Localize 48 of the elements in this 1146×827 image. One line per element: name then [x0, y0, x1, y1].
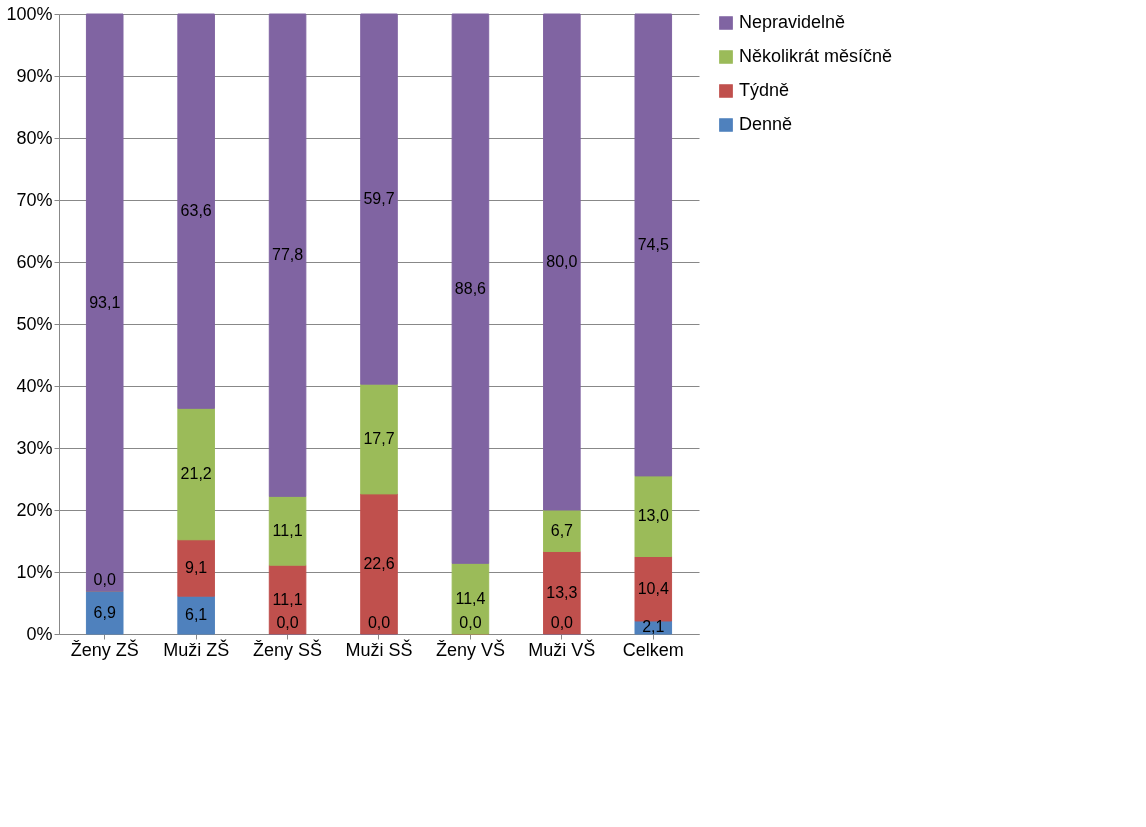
data-label: 0,0 — [459, 614, 482, 631]
x-tick-label: Celkem — [622, 639, 684, 660]
data-label: 93,1 — [89, 293, 121, 311]
y-tick-label: 90% — [16, 65, 53, 86]
data-label: 2,1 — [642, 618, 665, 636]
data-label: 11,1 — [272, 590, 303, 608]
data-label: 17,7 — [363, 430, 395, 448]
data-label: 63,6 — [180, 202, 212, 220]
x-tick-label: Ženy ZŠ — [70, 638, 139, 660]
y-tick-label: 40% — [16, 375, 53, 396]
data-label: 0,0 — [550, 614, 574, 631]
y-tick-label: 60% — [16, 251, 53, 272]
legend-label: Nepravidelně — [739, 12, 846, 32]
data-label: 10,4 — [637, 579, 669, 597]
data-label: 80,0 — [546, 253, 578, 270]
data-label: 74,5 — [637, 235, 669, 253]
data-label: 0,0 — [276, 614, 299, 631]
y-tick-label: 30% — [16, 437, 53, 458]
legend-label: Několikrát měsíčně — [739, 46, 893, 66]
data-label: 11,4 — [455, 589, 486, 607]
data-label: 6,7 — [550, 521, 574, 539]
data-label: 13,3 — [546, 583, 578, 601]
y-tick-label: 10% — [16, 561, 53, 582]
x-tick-label: Muži ZŠ — [163, 638, 230, 660]
data-label: 59,7 — [363, 190, 395, 208]
x-tick-label: Muži VŠ — [528, 638, 596, 660]
data-label: 22,6 — [363, 554, 395, 572]
y-tick-label: 80% — [16, 127, 53, 148]
data-label: 77,8 — [272, 246, 304, 264]
data-label: 88,6 — [454, 279, 487, 297]
data-label: 11,1 — [272, 521, 303, 539]
y-tick-label: 0% — [26, 623, 53, 644]
y-tick-label: 20% — [16, 499, 53, 520]
data-label: 13,0 — [637, 507, 669, 525]
x-tick-label: Ženy SŠ — [253, 638, 323, 660]
data-label: 21,2 — [180, 465, 212, 483]
data-label: 6,1 — [185, 606, 208, 624]
x-tick-label: Muži SŠ — [345, 638, 413, 660]
y-tick-label: 70% — [16, 189, 53, 210]
data-label: 6,9 — [93, 603, 116, 621]
y-tick-label: 50% — [16, 313, 53, 334]
legend-label: Týdně — [739, 80, 790, 100]
data-label: 0,0 — [93, 571, 116, 589]
data-label: 0,0 — [367, 614, 391, 631]
y-tick-label: 100% — [6, 3, 53, 24]
legend-label: Denně — [739, 114, 793, 134]
x-tick-label: Ženy VŠ — [435, 638, 505, 660]
data-label: 9,1 — [185, 558, 208, 576]
